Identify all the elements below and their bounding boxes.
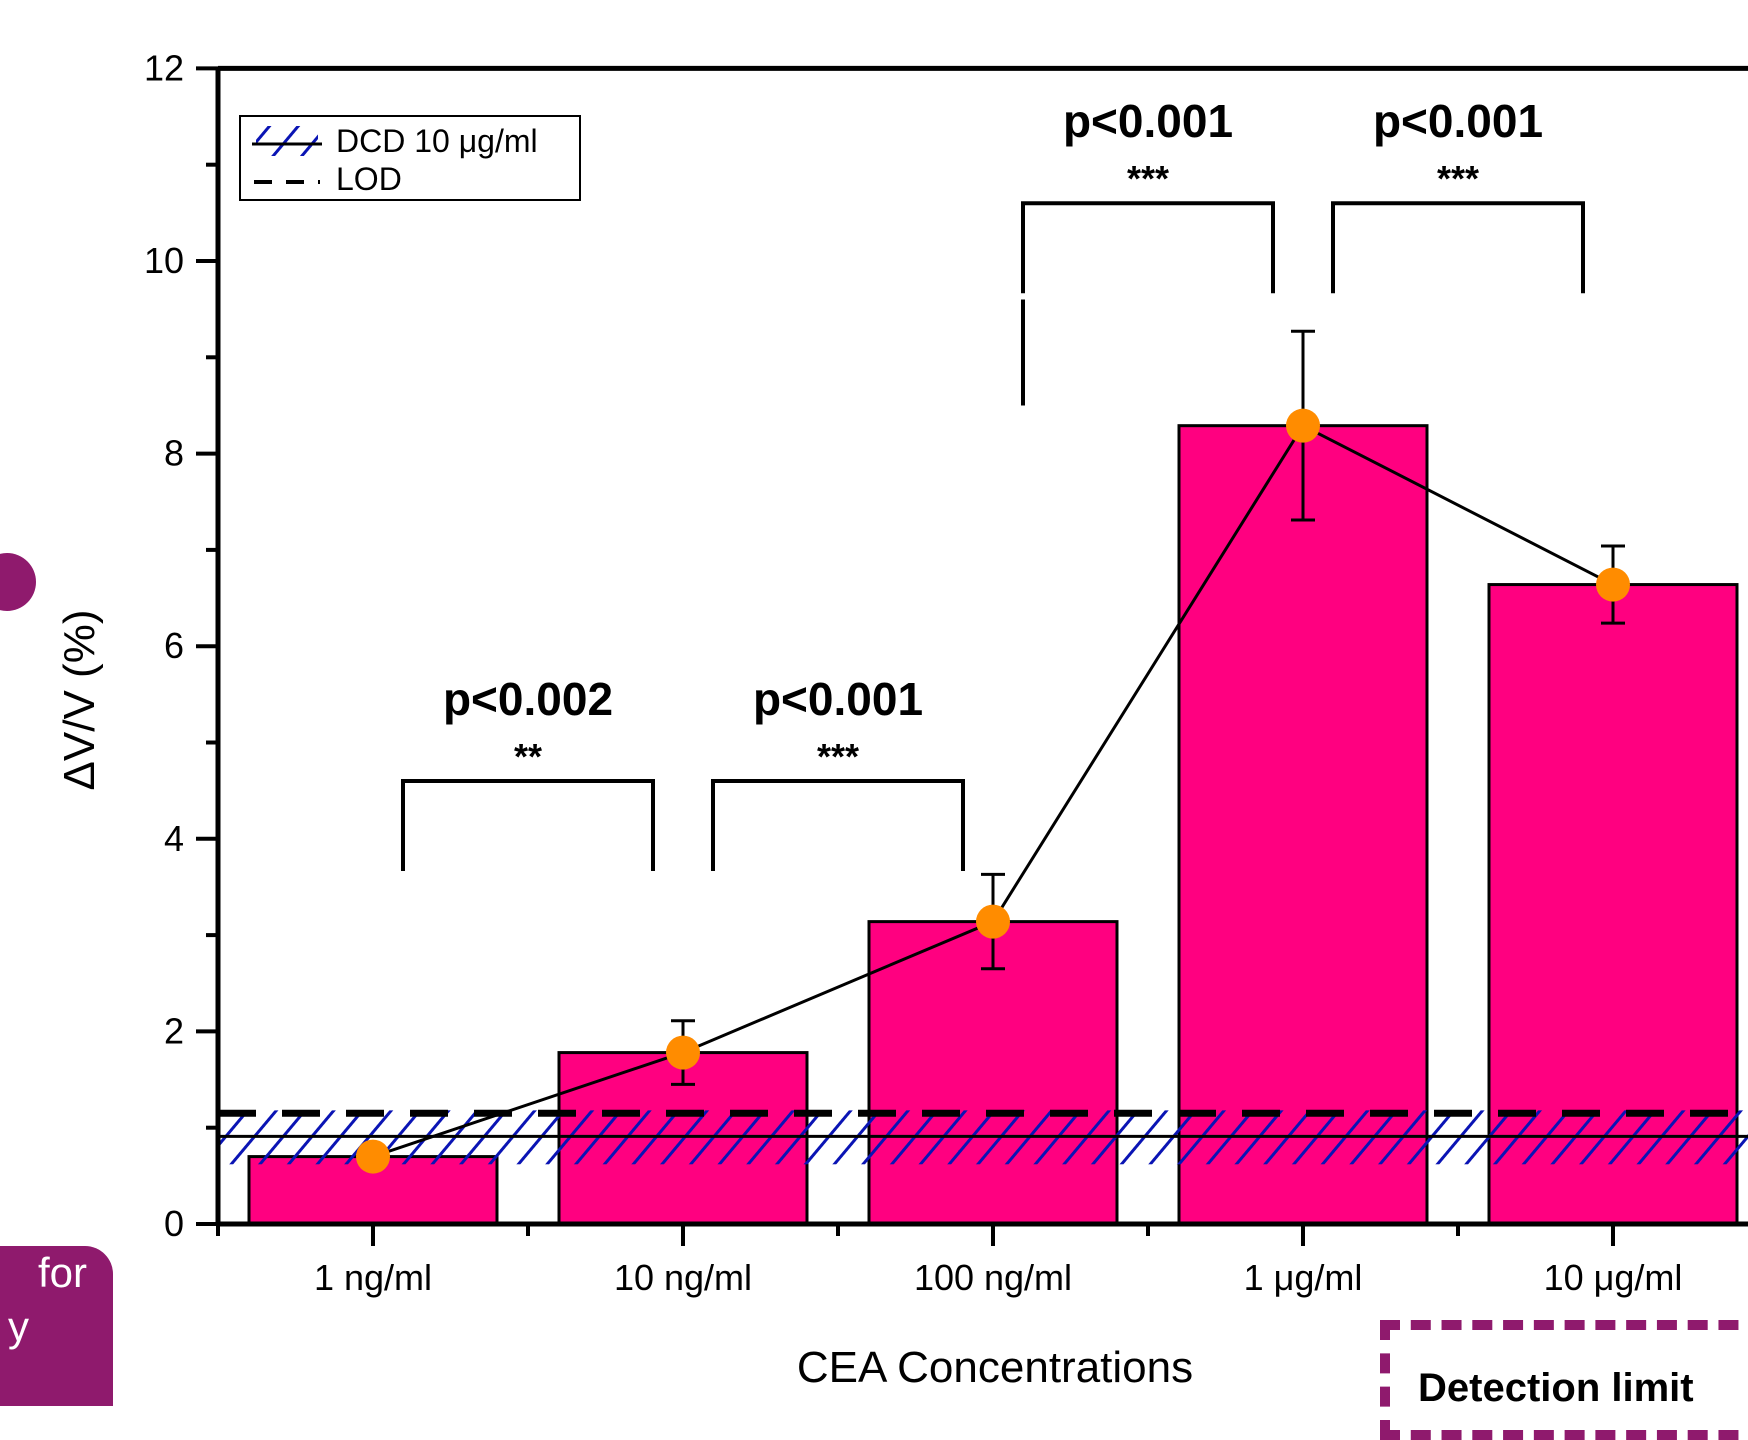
x-tick-label-4: 10 μg/ml [1544, 1257, 1683, 1298]
significance-stars-3: *** [1437, 158, 1479, 199]
y-tick-label-8: 8 [164, 433, 184, 474]
bar-2 [867, 920, 1119, 1226]
p-value-label-1: p<0.001 [753, 673, 923, 725]
legend-label-0: DCD 10 μg/ml [336, 123, 538, 159]
significance-bracket-2 [1021, 201, 1275, 294]
cea-bar-chart: 0 2 4 6 8 10 12 1 ng/ml 10 ng/ml 100 ng/ml 1 μg/ml… [55, 47, 1748, 1392]
data-point-4 [1596, 567, 1630, 602]
p-value-label-2: p<0.001 [1063, 95, 1233, 147]
y-tick-label-0: 0 [164, 1203, 184, 1244]
detection-limit-note: Detection limit [1380, 1320, 1748, 1440]
significance-stars-0: ** [514, 736, 542, 777]
side-panel: for y [0, 1246, 113, 1406]
x-axis-title: CEA Concentrations [797, 1343, 1193, 1392]
p-value-label-0: p<0.002 [443, 673, 613, 725]
x-tick-label-2: 100 ng/ml [914, 1257, 1072, 1298]
significance-bracket-0 [401, 779, 655, 872]
y-tick-label-4: 4 [164, 818, 184, 859]
p-value-label-3: p<0.001 [1373, 95, 1543, 147]
x-tick-label-1: 10 ng/ml [614, 1257, 752, 1298]
data-point-0 [356, 1139, 390, 1174]
data-point-3 [1286, 408, 1320, 443]
x-tick-label-0: 1 ng/ml [314, 1257, 432, 1298]
y-tick-label-6: 6 [164, 625, 184, 666]
bar-3 [1177, 424, 1429, 1226]
legend-swatch-dcd [256, 126, 318, 156]
significance-bracket-3 [1331, 201, 1585, 294]
y-tick-label-2: 2 [164, 1010, 184, 1051]
significance-stars-2: *** [1127, 158, 1169, 199]
side-text-line-1: for [38, 1249, 88, 1296]
significance-bracket-1 [711, 779, 965, 872]
y-tick-label-10: 10 [144, 240, 184, 281]
significance-stars-1: *** [817, 736, 859, 777]
reference-lines [218, 1109, 1748, 1165]
x-tick-label-3: 1 μg/ml [1244, 1257, 1363, 1298]
y-tick-label-12: 12 [144, 47, 184, 88]
legend-label-1: LOD [336, 161, 402, 197]
y-axis-title: ΔV/V (%) [55, 610, 104, 791]
note-text: Detection limit [1418, 1366, 1694, 1410]
data-point-1 [666, 1035, 700, 1070]
data-point-2 [976, 904, 1010, 939]
side-text-line-2: y [8, 1303, 29, 1350]
